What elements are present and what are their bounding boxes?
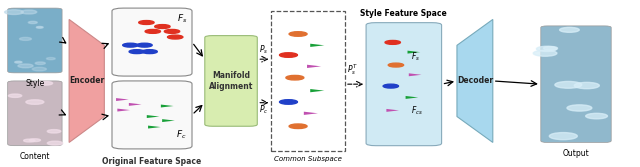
Bar (271, 11, 345, 150)
Circle shape (129, 50, 145, 54)
Text: Decoder: Decoder (457, 76, 493, 86)
Polygon shape (457, 19, 493, 142)
Polygon shape (162, 119, 175, 122)
Text: Encoder: Encoder (69, 76, 104, 86)
Polygon shape (148, 126, 161, 129)
Polygon shape (161, 105, 173, 108)
Circle shape (142, 50, 157, 54)
Circle shape (164, 29, 180, 33)
Text: Output: Output (563, 149, 589, 158)
Circle shape (21, 10, 36, 14)
Circle shape (155, 25, 170, 29)
Circle shape (586, 113, 607, 119)
Circle shape (559, 27, 579, 32)
Circle shape (289, 124, 307, 129)
Circle shape (536, 46, 557, 51)
Polygon shape (307, 65, 321, 68)
Polygon shape (387, 109, 399, 112)
Circle shape (29, 139, 40, 142)
Polygon shape (117, 109, 130, 112)
Text: Original Feature Space: Original Feature Space (102, 157, 202, 166)
Circle shape (289, 32, 307, 36)
Text: Content: Content (20, 152, 50, 161)
Circle shape (47, 130, 61, 133)
Circle shape (28, 21, 37, 24)
Polygon shape (304, 112, 318, 115)
Circle shape (533, 50, 557, 56)
Circle shape (137, 43, 152, 47)
Polygon shape (408, 51, 420, 54)
Polygon shape (69, 19, 104, 142)
Text: $P_s$: $P_s$ (259, 44, 269, 56)
Text: Manifold
Alignment: Manifold Alignment (209, 71, 253, 91)
FancyBboxPatch shape (8, 8, 62, 73)
Circle shape (280, 100, 298, 104)
Text: Style: Style (25, 79, 45, 88)
Text: $P_c$: $P_c$ (259, 103, 269, 116)
Circle shape (385, 40, 401, 44)
Polygon shape (129, 103, 141, 106)
Circle shape (555, 81, 582, 88)
Polygon shape (310, 89, 324, 92)
Circle shape (388, 63, 404, 67)
FancyBboxPatch shape (112, 8, 192, 76)
Circle shape (145, 29, 161, 33)
FancyBboxPatch shape (541, 26, 611, 142)
Circle shape (38, 81, 52, 85)
FancyBboxPatch shape (8, 81, 62, 146)
Text: Style Feature Space: Style Feature Space (360, 9, 447, 18)
FancyBboxPatch shape (205, 36, 257, 126)
Text: $F_s$: $F_s$ (412, 51, 420, 63)
Polygon shape (310, 44, 324, 47)
Circle shape (36, 27, 43, 28)
Text: $F_c$: $F_c$ (176, 128, 187, 141)
FancyBboxPatch shape (112, 81, 192, 149)
Circle shape (574, 82, 599, 89)
Circle shape (123, 43, 138, 47)
Circle shape (280, 53, 298, 57)
Polygon shape (147, 115, 159, 118)
Text: Common Subspace: Common Subspace (274, 156, 342, 162)
Circle shape (139, 21, 154, 24)
Circle shape (567, 105, 592, 111)
Circle shape (549, 133, 577, 140)
FancyBboxPatch shape (366, 23, 442, 146)
Circle shape (15, 61, 22, 63)
Text: $F_{cs}$: $F_{cs}$ (412, 105, 424, 117)
Circle shape (47, 141, 63, 145)
Circle shape (35, 62, 45, 64)
Circle shape (32, 67, 47, 71)
Polygon shape (116, 98, 129, 101)
Circle shape (4, 10, 24, 15)
Circle shape (47, 57, 55, 60)
Circle shape (286, 75, 304, 80)
Circle shape (24, 139, 35, 142)
Polygon shape (409, 73, 422, 76)
Circle shape (168, 35, 183, 39)
Circle shape (26, 100, 44, 104)
Polygon shape (406, 96, 419, 99)
Circle shape (8, 94, 22, 97)
Text: $P_s^T$: $P_s^T$ (347, 62, 358, 77)
Circle shape (543, 46, 557, 50)
Circle shape (383, 84, 399, 88)
Circle shape (19, 37, 31, 40)
Circle shape (18, 64, 33, 68)
Text: $F_s$: $F_s$ (177, 13, 187, 25)
